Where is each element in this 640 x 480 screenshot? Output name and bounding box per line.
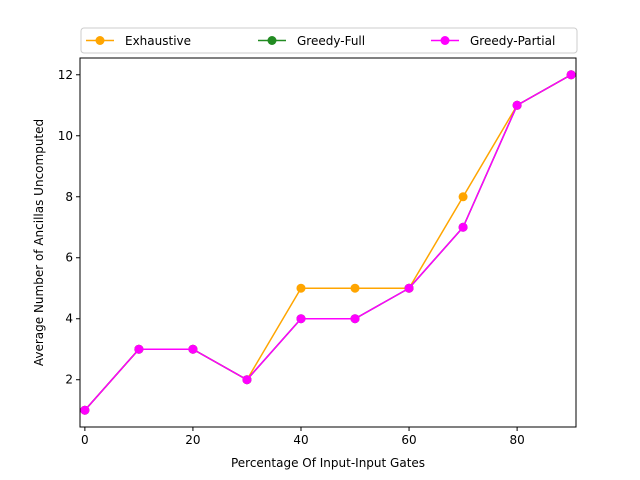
x-tick-label: 80 [509,433,524,447]
data-point [296,283,306,293]
x-tick-label: 60 [401,433,416,447]
x-axis-title: Percentage Of Input-Input Gates [231,456,425,470]
y-tick-label: 2 [65,373,73,387]
data-point [458,192,468,202]
x-tick-label: 40 [293,433,308,447]
series-greedy-partial [80,70,576,415]
y-tick-label: 10 [58,129,73,143]
data-point [80,405,90,415]
legend-label: Greedy-Partial [470,34,555,48]
data-point [134,344,144,354]
y-axis-title: Average Number of Ancillas Uncomputed [32,119,46,366]
series-exhaustive [80,70,576,415]
data-point [242,375,252,385]
data-point [188,344,198,354]
data-point [458,222,468,232]
series-layer [80,70,576,415]
x-tick-label: 0 [81,433,89,447]
y-tick-label: 6 [65,251,73,265]
data-point [566,70,576,80]
data-point [512,100,522,110]
legend: Exhaustive Greedy-Full Greedy-Partial [80,27,578,54]
data-point [404,283,414,293]
y-tick-label: 4 [65,312,73,326]
legend-entry: Greedy-Partial [431,34,555,48]
legend-swatch-marker [95,36,105,45]
data-point [296,314,306,324]
legend-entry: Exhaustive [86,34,191,48]
legend-label: Greedy-Full [297,34,365,48]
legend-swatch-marker [440,36,450,45]
series-line [84,74,572,411]
legend-swatch-marker [267,36,277,45]
data-point [350,283,360,293]
legend-frame [80,27,578,54]
plot-frame [79,57,577,428]
x-axis-ticks: 0 20 40 60 80 [81,427,525,447]
data-point [350,314,360,324]
series-line [84,74,572,411]
legend-entry: Greedy-Full [258,34,365,48]
y-tick-label: 12 [58,68,73,82]
y-tick-label: 8 [65,190,73,204]
y-axis-ticks: 2 4 6 8 10 12 [58,68,80,387]
series-greedy-full [80,70,576,415]
series-line [84,74,572,411]
legend-label: Exhaustive [125,34,191,48]
x-tick-label: 20 [185,433,200,447]
